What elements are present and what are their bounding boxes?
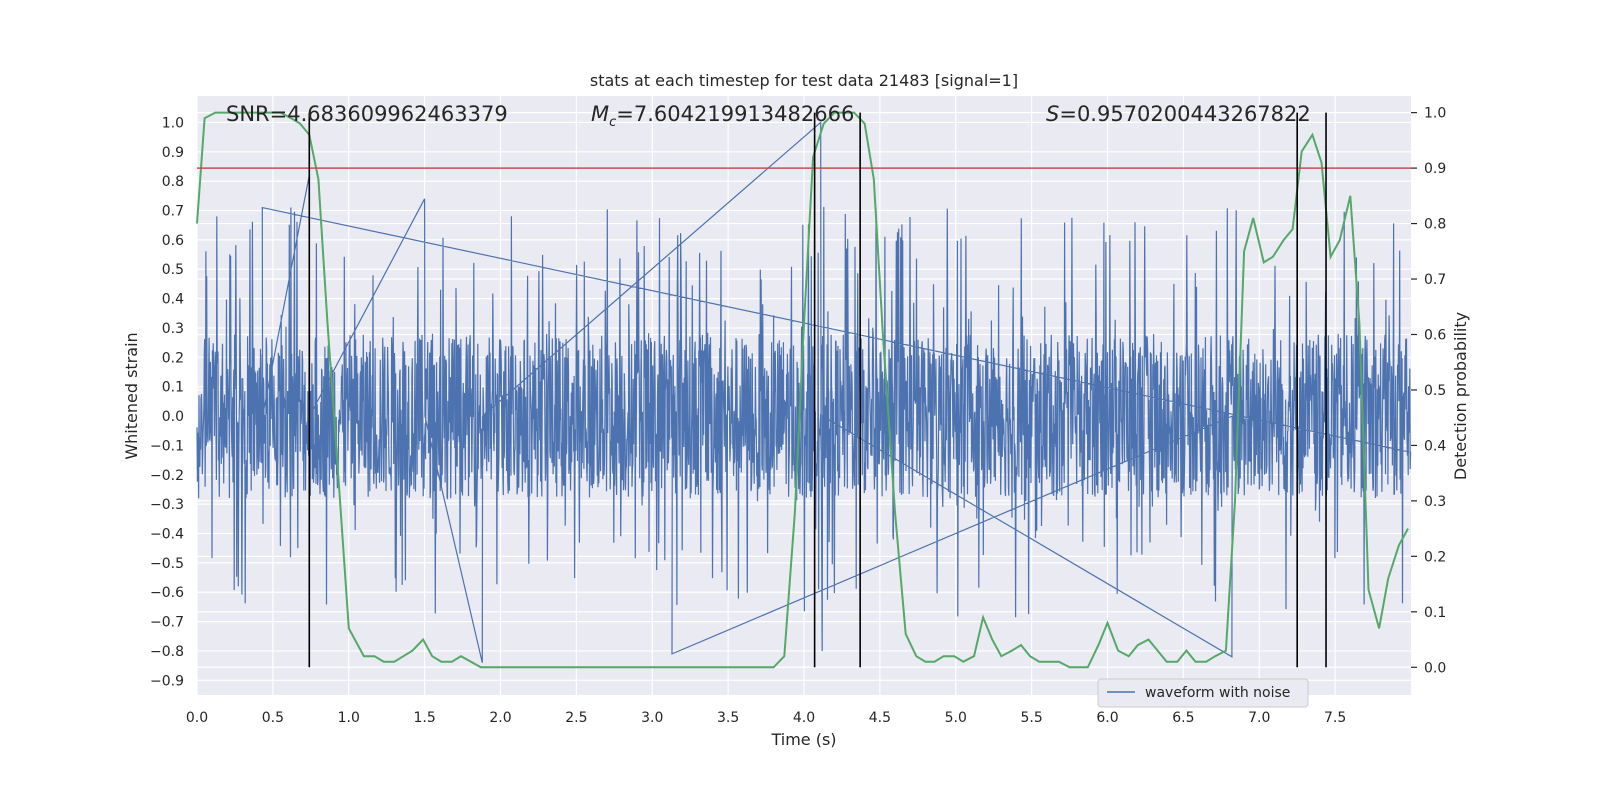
y-left-tick-label: 0.3 [162,321,184,337]
x-tick-label: 7.5 [1324,710,1346,726]
x-tick-label: 3.5 [717,710,739,726]
waveform-series [196,121,1412,663]
y-right-tick-label: 0.3 [1424,494,1446,510]
y-left-tick-label: 0.2 [162,350,184,366]
y-right-axis-ticks: 1.0 0.9 0.8 0.7 0.6 0.5 0.4 0.3 0.2 0.1 0.0 [1411,106,1446,676]
y-right-tick-label: 0.9 [1424,161,1446,177]
y-left-tick-label: 1.0 [162,115,184,131]
x-tick-label: 1.0 [338,710,360,726]
x-tick-label: 6.0 [1096,710,1118,726]
y-right-tick-label: 0.7 [1424,272,1446,288]
y-left-tick-label: 0.4 [162,292,184,308]
y-left-tick-label: 0.5 [162,262,184,278]
mc-annotation: Mc=7.604219913482666 [591,102,854,130]
legend-box [1097,678,1309,708]
y-right-tick-label: 0.5 [1424,383,1446,399]
y-left-tick-label: 0.1 [162,380,184,396]
y-left-tick-label: −0.2 [150,468,184,484]
y-left-tick-label: −0.6 [150,585,184,601]
x-tick-label: 6.5 [1172,710,1194,726]
y-left-tick-label: −0.1 [150,438,184,454]
y-left-tick-label: 0.6 [162,233,184,249]
plot-area [196,111,1412,669]
y-left-tick-label: 0.7 [162,204,184,220]
x-tick-label: 4.5 [869,710,891,726]
legend: waveform with noise [1097,678,1309,708]
s-value: =0.9570200443267822 [1059,102,1310,126]
x-tick-label: 4.0 [793,710,815,726]
y-left-tick-label: −0.3 [150,497,184,513]
x-tick-label: 2.5 [565,710,587,726]
y-right-tick-label: 0.6 [1424,327,1446,343]
mc-symbol: M [591,102,609,126]
legend-label: waveform with noise [1145,685,1290,701]
probability-series [196,111,1409,669]
y-left-tick-label: −0.9 [150,673,184,689]
x-tick-label: 5.0 [945,710,967,726]
mc-subscript: c [609,115,616,130]
x-tick-label: 5.5 [1020,710,1042,726]
y-left-axis-label: Whitened strain [122,332,141,459]
x-tick-label: 7.0 [1248,710,1270,726]
s-symbol: S [1046,102,1059,126]
x-tick-label: 3.0 [641,710,663,726]
y-left-tick-label: −0.7 [150,615,184,631]
y-left-tick-label: −0.8 [150,644,184,660]
s-annotation: S=0.9570200443267822 [1046,102,1311,126]
y-left-axis-ticks: 1.0 0.9 0.8 0.7 0.6 0.5 0.4 0.3 0.2 0.1 0.0 −0.1 −0.… [150,115,184,689]
chart-title: stats at each timestep for test data 214… [590,71,1018,90]
y-right-tick-label: 0.4 [1424,438,1446,454]
x-tick-label: 2.0 [489,710,511,726]
y-right-axis-label: Detection probability [1451,312,1470,480]
y-right-tick-label: 0.8 [1424,217,1446,233]
y-left-tick-label: −0.5 [150,556,184,572]
x-tick-label: 1.5 [413,710,435,726]
snr-annotation: SNR=4.683609962463379 [226,102,508,126]
vertical-markers [308,112,1327,668]
y-right-tick-label: 0.1 [1424,605,1446,621]
mc-value: =7.604219913482666 [616,102,854,126]
x-tick-label: 0.0 [186,710,208,726]
y-right-tick-label: 0.2 [1424,549,1446,565]
y-left-tick-label: 0.0 [162,409,184,425]
y-left-tick-label: 0.9 [162,145,184,161]
x-axis-label: Time (s) [770,730,836,749]
x-axis-ticks: 0.0 0.5 1.0 1.5 2.0 2.5 3.0 3.5 4.0 4.5 5.0 5.5 6.0 6… [186,710,1346,726]
y-left-tick-label: 0.8 [162,174,184,190]
y-right-tick-label: 0.0 [1424,660,1446,676]
x-tick-label: 0.5 [262,710,284,726]
y-left-tick-label: −0.4 [150,527,184,543]
y-right-tick-label: 1.0 [1424,106,1446,122]
